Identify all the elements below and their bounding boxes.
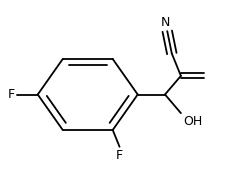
Text: F: F [8,88,15,101]
Text: N: N [160,16,169,29]
Text: F: F [115,149,123,162]
Text: OH: OH [182,115,202,128]
